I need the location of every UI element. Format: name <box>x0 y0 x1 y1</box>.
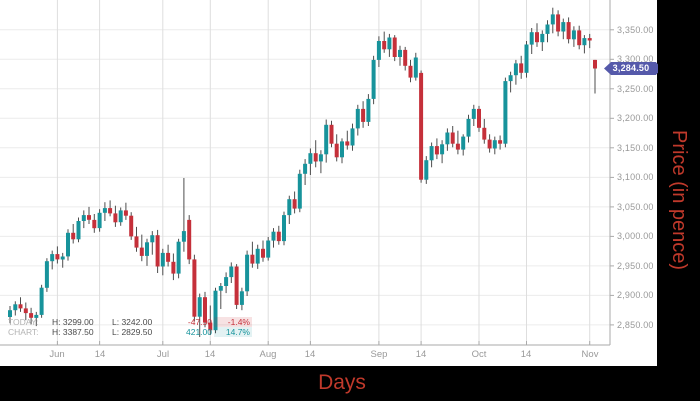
legend-chart-high: H: 3387.50 <box>52 327 94 337</box>
x-axis-tick-label: 14 <box>520 349 532 360</box>
legend-row-today: TODAY: H: 3299.00 L: 3242.00 -47.50 -1.4… <box>8 317 252 327</box>
x-axis-tick-label: Nov <box>581 349 599 360</box>
y-axis-tick-label: 3,000.00 <box>617 231 654 241</box>
x-axis-tick-label: Aug <box>259 349 277 360</box>
y-axis-tick-label: 2,850.00 <box>617 320 654 330</box>
y-axis-title: Price (in pence) <box>668 130 690 271</box>
legend-chart-low: L: 2829.50 <box>112 327 153 337</box>
legend-today-change: -47.50 <box>187 317 212 327</box>
legend-chart-percent: 14.7% <box>214 327 252 337</box>
y-axis-tick-label: 2,950.00 <box>617 261 654 271</box>
x-axis-tick-label: 14 <box>94 349 106 360</box>
legend-chart-change: 421.00 <box>186 327 212 337</box>
legend-today-label: TODAY: <box>8 317 39 327</box>
x-axis-tick-label: Oct <box>471 349 487 360</box>
y-axis-tick-label: 2,900.00 <box>617 290 654 300</box>
x-axis-tick-label: 14 <box>204 349 216 360</box>
chart-panel: 3,350.00 3,300.00 3,250.00 3,200.00 3,150.00… <box>0 0 658 366</box>
y-axis-tick-label: 3,100.00 <box>617 172 654 182</box>
y-axis-tick-label: 3,050.00 <box>617 202 654 212</box>
chart-legend: TODAY: H: 3299.00 L: 3242.00 -47.50 -1.4… <box>8 317 252 337</box>
x-axis-tick-label: Jul <box>156 349 170 360</box>
x-axis-tick-label: 14 <box>304 349 316 360</box>
current-price-badge: 3,284.50 <box>604 62 658 75</box>
legend-chart-label: CHART: <box>8 327 39 337</box>
legend-today-percent: -1.4% <box>214 317 252 327</box>
y-axis-tick-label: 3,200.00 <box>617 113 654 123</box>
legend-row-chart: CHART: H: 3387.50 L: 2829.50 421.00 14.7… <box>8 327 252 337</box>
candlestick-plot[interactable] <box>0 0 657 366</box>
legend-today-low: L: 3242.00 <box>112 317 153 327</box>
y-axis-tick-label: 3,250.00 <box>617 84 654 94</box>
x-axis-tick-label: Sep <box>370 349 388 360</box>
y-axis-tick-label: 3,350.00 <box>617 25 654 35</box>
x-axis-title: Days <box>318 371 366 394</box>
legend-today-high: H: 3299.00 <box>52 317 94 327</box>
y-axis-tick-label: 3,150.00 <box>617 143 654 153</box>
x-axis-tick-label: Jun <box>49 349 65 360</box>
y-axis-tick-label: 3,300.00 <box>617 54 654 64</box>
x-axis-tick-label: 14 <box>415 349 427 360</box>
